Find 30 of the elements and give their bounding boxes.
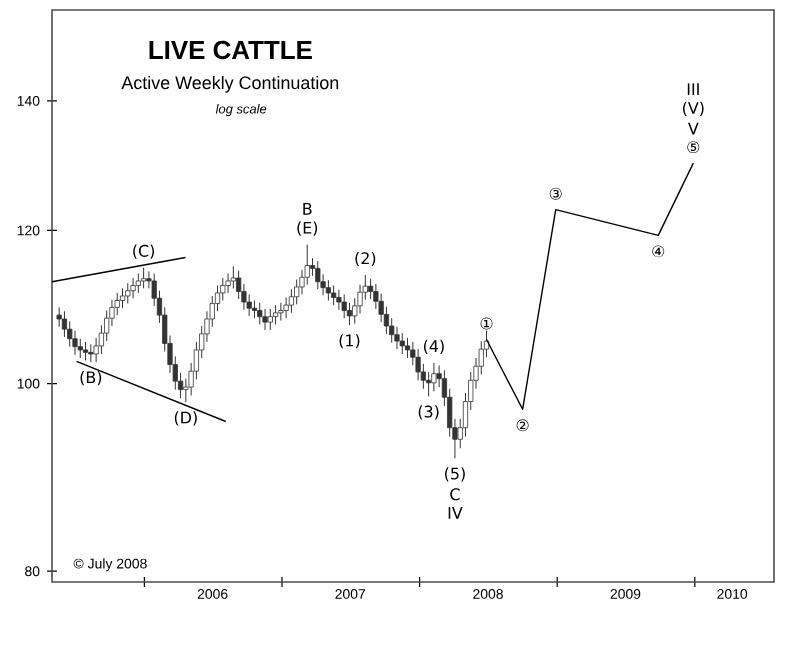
candlestick xyxy=(125,282,131,305)
candlestick xyxy=(82,341,89,361)
text: Active Weekly Continuation xyxy=(121,75,339,93)
candlestick xyxy=(304,244,310,286)
candlestick xyxy=(130,277,136,299)
candlestick xyxy=(77,338,83,359)
text: LIVE CATTLE xyxy=(149,40,312,60)
candlestick xyxy=(283,296,289,319)
candlestick xyxy=(399,332,405,355)
candlestick xyxy=(331,284,337,306)
candlestick xyxy=(431,362,437,392)
candlestick xyxy=(272,304,279,325)
candlestick xyxy=(394,326,400,350)
candlestick xyxy=(262,308,268,331)
candlestick xyxy=(315,260,321,290)
candlestick xyxy=(278,302,284,322)
candlestick xyxy=(257,302,263,325)
candlestick xyxy=(267,308,273,331)
candlestick xyxy=(346,302,353,326)
candlestick xyxy=(404,337,411,359)
candlestick xyxy=(336,289,342,311)
candlestick xyxy=(225,273,231,294)
candlestick xyxy=(135,273,141,294)
candlestick xyxy=(415,348,421,381)
candlestick xyxy=(119,287,126,309)
candlestick xyxy=(230,265,236,289)
candlestick xyxy=(141,267,147,289)
candlestick xyxy=(294,278,300,305)
candlestick xyxy=(341,293,347,319)
candlestick xyxy=(325,279,331,301)
